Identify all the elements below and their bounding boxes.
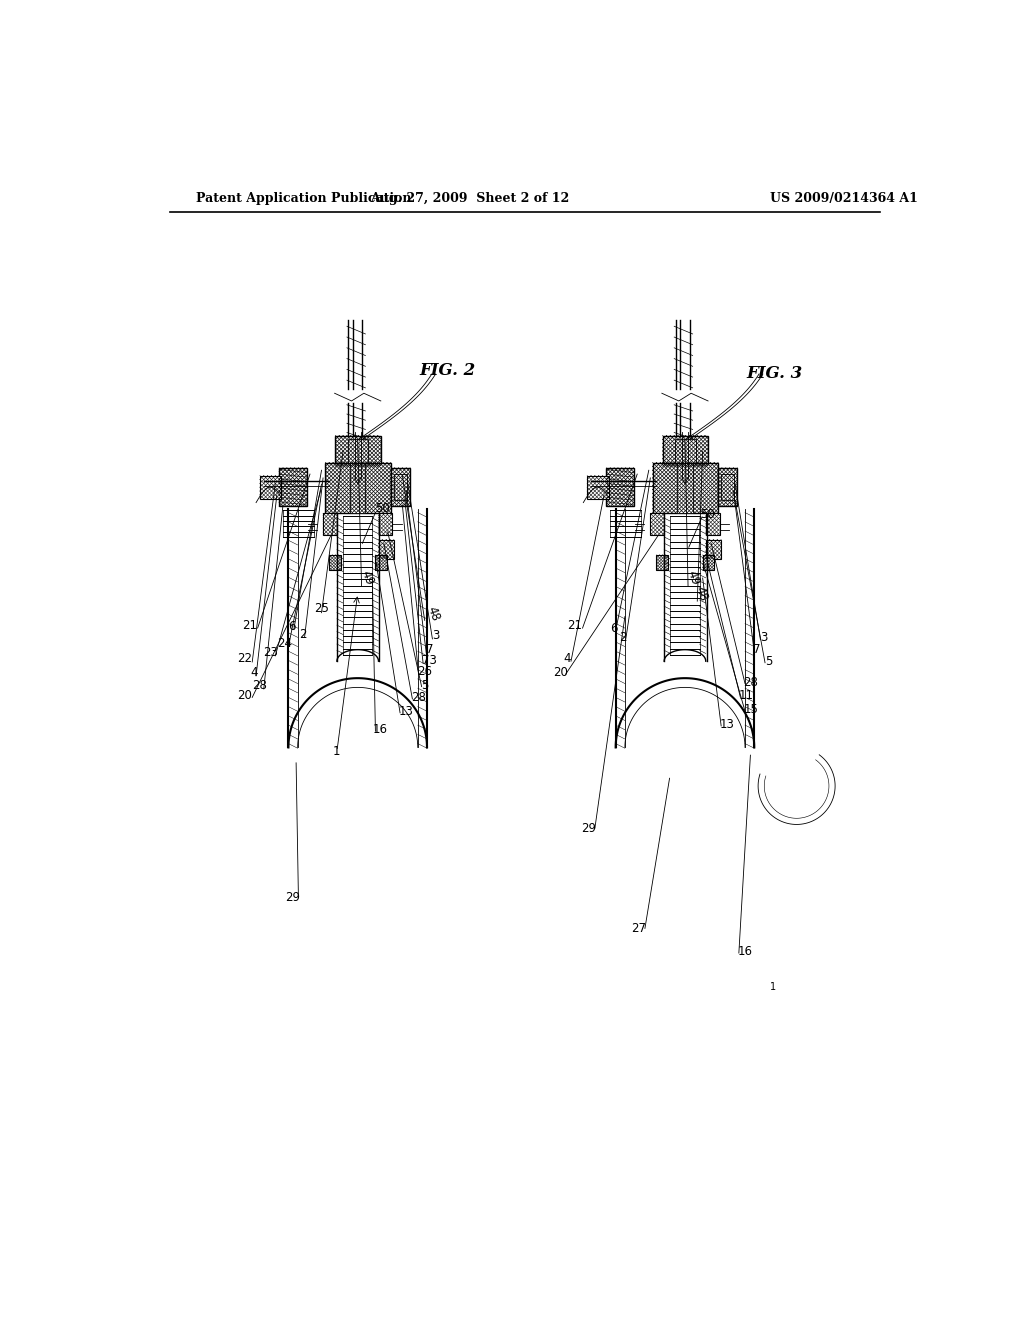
Text: 50: 50 bbox=[376, 502, 390, 515]
Text: 29: 29 bbox=[285, 891, 300, 904]
Bar bbox=[336, 436, 381, 466]
Bar bbox=[706, 540, 721, 558]
Text: 20: 20 bbox=[238, 689, 252, 702]
Text: 3: 3 bbox=[432, 630, 439, 643]
Text: US 2009/0214364 A1: US 2009/0214364 A1 bbox=[770, 191, 918, 205]
Bar bbox=[330, 554, 341, 570]
Bar bbox=[391, 469, 410, 507]
Bar bbox=[652, 462, 718, 512]
Text: 2: 2 bbox=[299, 628, 307, 640]
Bar bbox=[376, 554, 387, 570]
Text: FIG. 3: FIG. 3 bbox=[746, 366, 803, 383]
Text: 4: 4 bbox=[250, 667, 257, 680]
Text: 23: 23 bbox=[263, 647, 279, 659]
Text: 28: 28 bbox=[412, 690, 426, 704]
Text: Aug. 27, 2009  Sheet 2 of 12: Aug. 27, 2009 Sheet 2 of 12 bbox=[370, 191, 569, 205]
Bar bbox=[587, 475, 608, 499]
Text: 28: 28 bbox=[743, 676, 759, 689]
Text: 48: 48 bbox=[425, 605, 442, 623]
Text: 26: 26 bbox=[417, 665, 432, 677]
Text: 50: 50 bbox=[700, 508, 715, 520]
Text: 25: 25 bbox=[314, 602, 329, 615]
Text: 49: 49 bbox=[358, 569, 376, 587]
Text: 7: 7 bbox=[753, 643, 760, 656]
Text: 16: 16 bbox=[373, 723, 388, 737]
Text: 11: 11 bbox=[739, 689, 754, 702]
Text: 13: 13 bbox=[720, 718, 734, 731]
Text: 73: 73 bbox=[422, 653, 436, 667]
Bar bbox=[663, 436, 708, 466]
Text: 1: 1 bbox=[770, 982, 776, 993]
Bar bbox=[394, 474, 407, 500]
Bar bbox=[280, 469, 307, 507]
Text: 2: 2 bbox=[620, 631, 627, 644]
Text: 21: 21 bbox=[243, 619, 257, 632]
Bar bbox=[706, 513, 720, 535]
Bar bbox=[606, 469, 634, 507]
Text: 5: 5 bbox=[422, 678, 429, 692]
Bar bbox=[350, 462, 366, 512]
Text: 24: 24 bbox=[278, 638, 292, 649]
Text: 6: 6 bbox=[289, 620, 296, 634]
Bar bbox=[702, 554, 714, 570]
Bar bbox=[656, 554, 668, 570]
Text: 27: 27 bbox=[631, 921, 646, 935]
Text: 49: 49 bbox=[685, 569, 702, 587]
Bar bbox=[650, 513, 665, 535]
Text: 22: 22 bbox=[237, 652, 252, 665]
Bar bbox=[379, 513, 392, 535]
Text: Patent Application Publication: Patent Application Publication bbox=[196, 191, 412, 205]
Text: 20: 20 bbox=[553, 667, 567, 680]
Text: 7: 7 bbox=[426, 643, 434, 656]
Bar bbox=[675, 440, 695, 462]
Bar bbox=[721, 474, 734, 500]
Text: 4: 4 bbox=[563, 652, 571, 665]
Bar bbox=[326, 462, 391, 512]
Text: 28: 28 bbox=[253, 680, 267, 693]
Text: 15: 15 bbox=[743, 704, 759, 717]
Bar bbox=[718, 469, 737, 507]
Text: FIG. 2: FIG. 2 bbox=[419, 362, 475, 379]
Text: 29: 29 bbox=[582, 822, 596, 834]
Bar bbox=[348, 440, 369, 462]
Bar bbox=[260, 475, 282, 499]
Text: 48: 48 bbox=[692, 585, 710, 603]
Text: 5: 5 bbox=[765, 655, 772, 668]
Bar bbox=[677, 462, 692, 512]
Bar bbox=[379, 540, 394, 558]
Bar bbox=[323, 513, 337, 535]
Text: 6: 6 bbox=[610, 622, 617, 635]
Text: 21: 21 bbox=[567, 619, 583, 632]
Text: 13: 13 bbox=[398, 705, 414, 718]
Text: 1: 1 bbox=[333, 744, 341, 758]
Text: 3: 3 bbox=[761, 631, 768, 644]
Text: 16: 16 bbox=[737, 945, 753, 958]
